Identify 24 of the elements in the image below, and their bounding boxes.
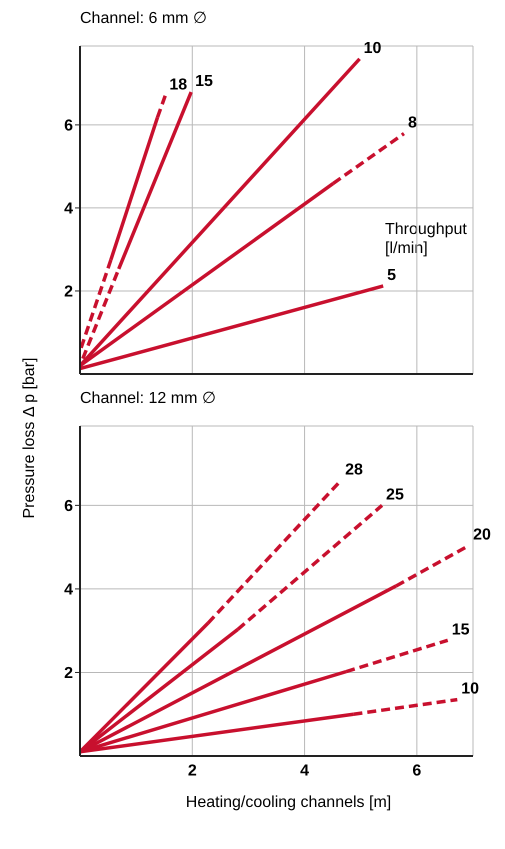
series-label: 10 xyxy=(364,40,382,57)
y-tick-label: 2 xyxy=(64,665,74,682)
series-label: 20 xyxy=(473,526,491,544)
y-axis-title: Pressure loss Δ p [bar] xyxy=(21,358,39,518)
series-label: 10 xyxy=(461,680,480,698)
chart-title: Channel: 6 mm ∅ xyxy=(80,9,208,29)
series-label: 8 xyxy=(408,114,417,132)
series-label: 25 xyxy=(386,486,404,504)
chart-title: Channel: 12 mm ∅ xyxy=(80,389,217,409)
x-tick-label: 6 xyxy=(412,762,422,780)
annotation: Throughput [l/min] xyxy=(385,220,467,258)
y-tick-label: 6 xyxy=(64,498,74,516)
x-tick-label: 2 xyxy=(188,762,197,780)
series-label: 28 xyxy=(345,461,363,478)
y-tick-label: 6 xyxy=(64,118,74,135)
x-axis-title: Heating/cooling channels [m] xyxy=(184,794,392,812)
x-tick-label: 4 xyxy=(300,762,310,780)
y-tick-label: 2 xyxy=(64,284,74,301)
y-tick-label: 4 xyxy=(64,200,74,218)
series-label: 18 xyxy=(169,76,188,94)
y-tick-label: 4 xyxy=(64,582,74,599)
series-label: 5 xyxy=(387,266,396,284)
series-label: 15 xyxy=(452,621,470,638)
series-label: 15 xyxy=(195,73,214,90)
